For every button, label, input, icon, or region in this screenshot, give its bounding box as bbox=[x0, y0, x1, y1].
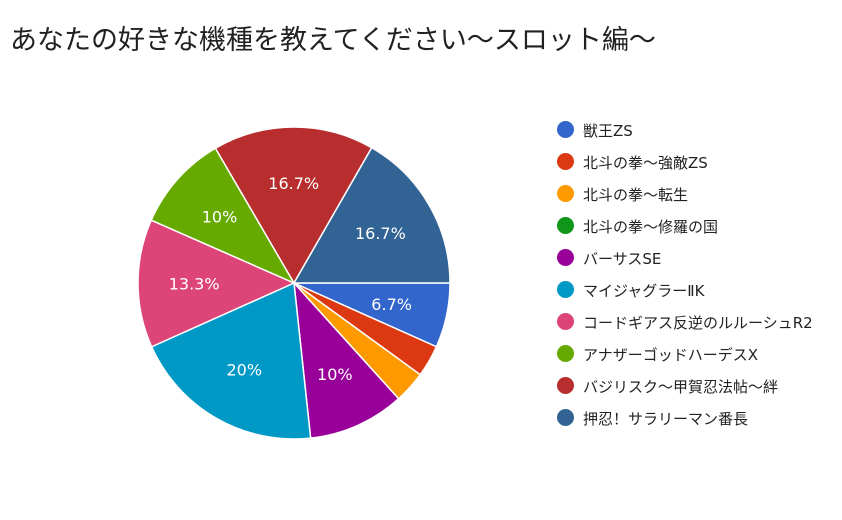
legend-swatch bbox=[557, 377, 574, 394]
legend-item[interactable]: 獣王ZS bbox=[557, 120, 837, 142]
legend-label: マイジャグラーⅡK bbox=[583, 282, 705, 300]
slice-data-label: 16.7% bbox=[355, 224, 406, 243]
legend-swatch bbox=[557, 217, 574, 234]
legend-item[interactable]: 押忍！サラリーマン番長 bbox=[557, 408, 837, 430]
legend-item[interactable]: 北斗の拳～転生 bbox=[557, 184, 837, 206]
legend-label: 北斗の拳～修羅の国 bbox=[583, 218, 719, 236]
legend-item[interactable]: 北斗の拳～修羅の国 bbox=[557, 216, 837, 238]
slice-data-label: 20% bbox=[226, 361, 262, 380]
legend-item[interactable]: バジリスク～甲賀忍法帖～絆 bbox=[557, 376, 837, 398]
legend-swatch bbox=[557, 281, 574, 298]
legend-item[interactable]: コードギアス反逆のルルーシュR2 bbox=[557, 312, 837, 334]
legend-swatch bbox=[557, 185, 574, 202]
pie-slice[interactable] bbox=[293, 280, 400, 439]
legend-item[interactable]: アナザーゴッドハーデスX bbox=[557, 344, 837, 366]
slice-data-label: 10% bbox=[202, 208, 238, 227]
legend-swatch bbox=[557, 345, 574, 362]
legend-label: アナザーゴッドハーデスX bbox=[583, 346, 758, 364]
pie-slice[interactable] bbox=[150, 147, 296, 285]
legend-swatch bbox=[557, 121, 574, 138]
pie-slice[interactable] bbox=[150, 281, 312, 440]
pie-slice[interactable] bbox=[292, 146, 451, 284]
legend-label: 押忍！サラリーマン番長 bbox=[583, 410, 749, 428]
legend-swatch bbox=[557, 409, 574, 426]
slice-data-label: 10% bbox=[317, 365, 353, 384]
legend-item[interactable]: マイジャグラーⅡK bbox=[557, 280, 837, 302]
legend-swatch bbox=[557, 249, 574, 266]
legend-label: コードギアス反逆のルルーシュR2 bbox=[583, 314, 813, 332]
legend-label: 獣王ZS bbox=[583, 122, 633, 140]
chart-title: あなたの好きな機種を教えてください～スロット編～ bbox=[10, 25, 656, 56]
legend-swatch bbox=[557, 313, 574, 330]
legend-item[interactable]: バーサスSE bbox=[557, 248, 837, 270]
slice-data-label: 16.7% bbox=[268, 174, 319, 193]
legend-label: 北斗の拳～転生 bbox=[583, 186, 689, 204]
legend-label: バーサスSE bbox=[583, 250, 662, 268]
chart-legend: 獣王ZS 北斗の拳～強敵ZS 北斗の拳～転生北斗の拳～修羅の国 バーサスSE マイジャグ… bbox=[557, 120, 837, 440]
legend-item[interactable]: 北斗の拳～強敵ZS bbox=[557, 152, 837, 174]
slice-data-label: 13.3% bbox=[169, 274, 220, 293]
slice-data-label: 6.7% bbox=[371, 295, 412, 314]
legend-swatch bbox=[557, 153, 574, 170]
pie-slice[interactable] bbox=[137, 219, 296, 348]
legend-label: 北斗の拳～強敵ZS bbox=[583, 154, 708, 172]
pie-slice[interactable] bbox=[214, 126, 373, 285]
legend-label: バジリスク～甲賀忍法帖～絆 bbox=[583, 378, 779, 396]
